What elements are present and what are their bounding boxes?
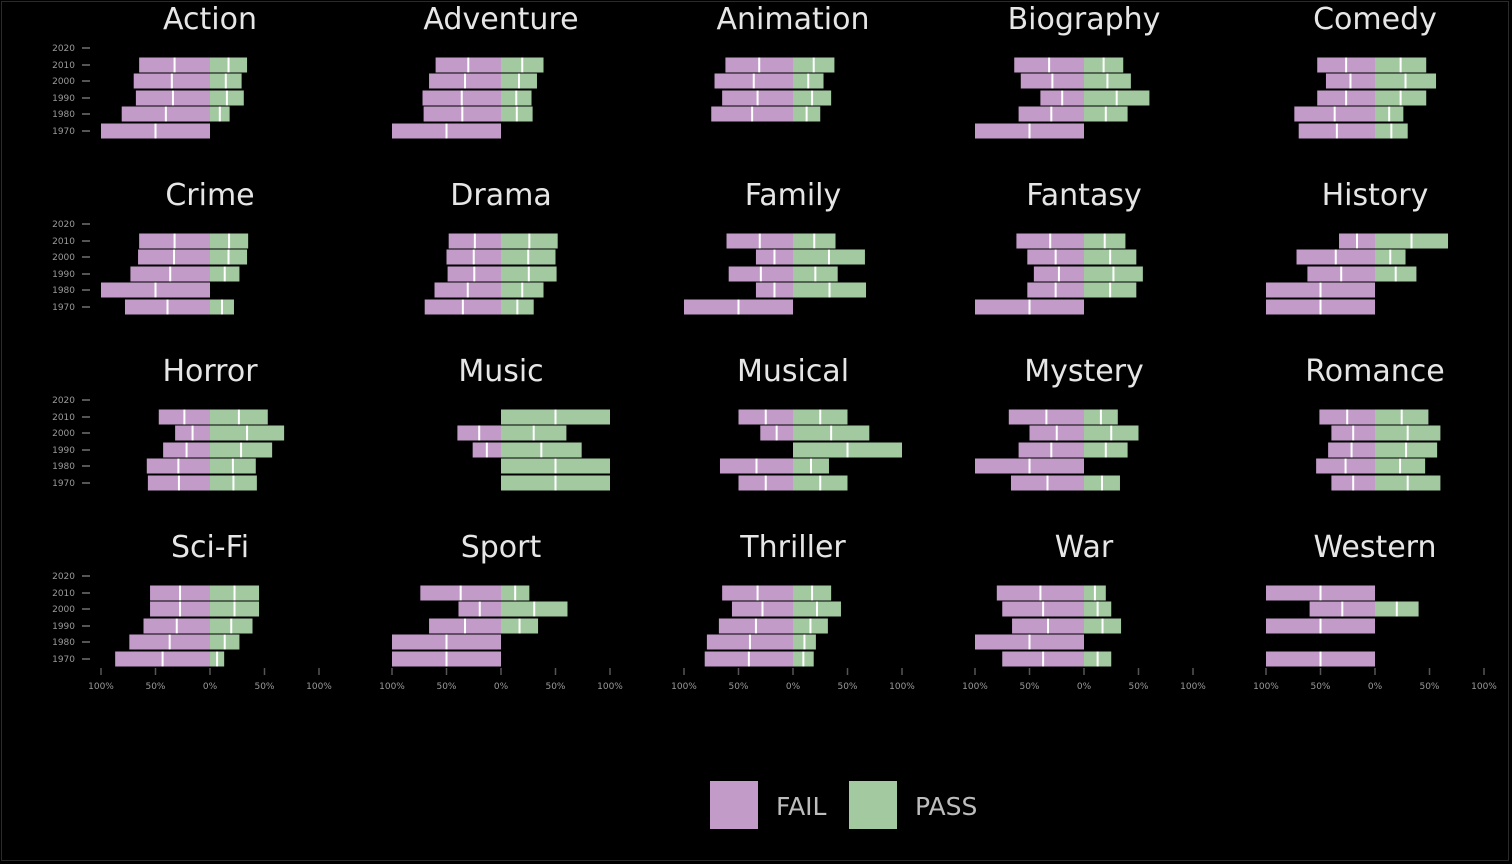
facet-biography: Biography bbox=[975, 2, 1160, 139]
panel-title: Comedy bbox=[1313, 2, 1437, 37]
x-tick-label: 50% bbox=[254, 682, 274, 692]
x-tick-label: 0% bbox=[1368, 682, 1383, 692]
facet-horror: Horror 2020 2010 2000 1990 1980 1970 bbox=[52, 354, 285, 491]
x-tick-label: 50% bbox=[436, 682, 456, 692]
x-tick-label: 100% bbox=[597, 682, 623, 692]
x-tick-label: 50% bbox=[1019, 682, 1039, 692]
panel-title: Family bbox=[745, 178, 842, 213]
legend-label-pass: PASS bbox=[915, 792, 977, 821]
facet-fantasy: Fantasy bbox=[975, 178, 1143, 315]
facet-romance: Romance bbox=[1305, 354, 1445, 491]
facet-sci-fi: Sci-Fi 2020 2010 2000 1990 1980 1970 bbox=[52, 530, 260, 667]
x-tick-label: 0% bbox=[786, 682, 801, 692]
y-tick-label: 1970 bbox=[52, 479, 75, 489]
x-tick-label: 100% bbox=[1471, 682, 1497, 692]
panel-title: Thriller bbox=[739, 530, 846, 565]
y-tick-label: 2020 bbox=[52, 572, 75, 582]
y-tick-label: 2000 bbox=[52, 605, 75, 615]
y-tick-label: 1980 bbox=[52, 286, 75, 296]
y-tick-label: 1990 bbox=[52, 622, 75, 632]
x-tick-label: 100% bbox=[1253, 682, 1279, 692]
panel-title: Sport bbox=[461, 530, 542, 565]
x-tick-label: 100% bbox=[962, 682, 988, 692]
panel-title: Animation bbox=[717, 2, 870, 37]
y-tick-label: 2010 bbox=[52, 61, 75, 71]
y-tick-label: 1970 bbox=[52, 655, 75, 665]
y-tick-label: 2000 bbox=[52, 429, 75, 439]
legend-label-fail: FAIL bbox=[776, 792, 827, 821]
facet-animation: Animation bbox=[711, 2, 869, 122]
x-tick-label: 100% bbox=[1180, 682, 1206, 692]
panel-title: Mystery bbox=[1024, 354, 1144, 389]
y-tick-label: 2010 bbox=[52, 589, 75, 599]
y-tick-label: 2010 bbox=[52, 413, 75, 423]
facet-musical: Musical bbox=[719, 354, 902, 491]
panel-title: Drama bbox=[450, 178, 551, 213]
y-tick-label: 1990 bbox=[52, 270, 75, 280]
x-tick-label: 0% bbox=[203, 682, 218, 692]
x-tick-label: 100% bbox=[306, 682, 332, 692]
facet-action: Action 2020 2010 2000 1990 1980 1970 bbox=[52, 2, 257, 139]
y-tick-label: 1990 bbox=[52, 446, 75, 456]
facet-drama: Drama bbox=[424, 178, 558, 315]
facet-war: War bbox=[975, 530, 1122, 667]
x-tick-label: 50% bbox=[145, 682, 165, 692]
x-tick-label: 50% bbox=[1128, 682, 1148, 692]
panel-title: War bbox=[1055, 530, 1114, 565]
y-tick-label: 2010 bbox=[52, 237, 75, 247]
panel-title: Adventure bbox=[423, 2, 578, 37]
panel-title: Fantasy bbox=[1026, 178, 1141, 213]
panel-title: Romance bbox=[1305, 354, 1444, 389]
x-tick-label: 100% bbox=[379, 682, 405, 692]
facet-crime: Crime 2020 2010 2000 1990 1980 1970 bbox=[52, 178, 255, 315]
y-tick-label: 1990 bbox=[52, 94, 75, 104]
facet-comedy: Comedy bbox=[1294, 2, 1437, 139]
panel-title: Musical bbox=[737, 354, 849, 389]
panel-title: Western bbox=[1313, 530, 1436, 565]
facet-sport: Sport bbox=[392, 530, 568, 667]
x-tick-label: 0% bbox=[1077, 682, 1092, 692]
facet-mystery: Mystery bbox=[975, 354, 1144, 491]
x-tick-label: 100% bbox=[88, 682, 114, 692]
y-tick-label: 1970 bbox=[52, 303, 75, 313]
facet-music: Music bbox=[457, 354, 610, 491]
y-tick-label: 2000 bbox=[52, 77, 75, 87]
panel-title: Biography bbox=[1008, 2, 1161, 37]
facet-history: History bbox=[1266, 178, 1449, 315]
x-tick-label: 50% bbox=[728, 682, 748, 692]
facet-family: Family bbox=[684, 178, 867, 315]
legend: FAIL PASS bbox=[710, 781, 977, 829]
y-tick-label: 2020 bbox=[52, 220, 75, 230]
y-tick-label: 1980 bbox=[52, 462, 75, 472]
y-tick-label: 2020 bbox=[52, 396, 75, 406]
panel-title: Sci-Fi bbox=[171, 530, 249, 565]
panel-title: History bbox=[1322, 178, 1429, 213]
panel-title: Horror bbox=[162, 354, 258, 389]
x-tick-label: 50% bbox=[1310, 682, 1330, 692]
x-tick-label: 100% bbox=[671, 682, 697, 692]
x-tick-label: 50% bbox=[837, 682, 857, 692]
facet-adventure: Adventure bbox=[392, 2, 579, 139]
x-tick-label: 50% bbox=[545, 682, 565, 692]
legend-swatch-pass bbox=[849, 781, 897, 829]
y-tick-label: 1980 bbox=[52, 110, 75, 120]
panel-title: Action bbox=[163, 2, 257, 37]
x-tick-label: 0% bbox=[494, 682, 509, 692]
facet-thriller: Thriller bbox=[704, 530, 846, 667]
panel-title: Crime bbox=[165, 178, 254, 213]
x-tick-label: 50% bbox=[1419, 682, 1439, 692]
legend-swatch-fail bbox=[710, 781, 758, 829]
y-tick-label: 2000 bbox=[52, 253, 75, 263]
panel-title: Music bbox=[458, 354, 543, 389]
x-tick-label: 100% bbox=[889, 682, 915, 692]
facet-western: Western bbox=[1266, 530, 1437, 667]
y-tick-label: 2020 bbox=[52, 44, 75, 54]
y-tick-label: 1970 bbox=[52, 127, 75, 137]
y-tick-label: 1980 bbox=[52, 638, 75, 648]
